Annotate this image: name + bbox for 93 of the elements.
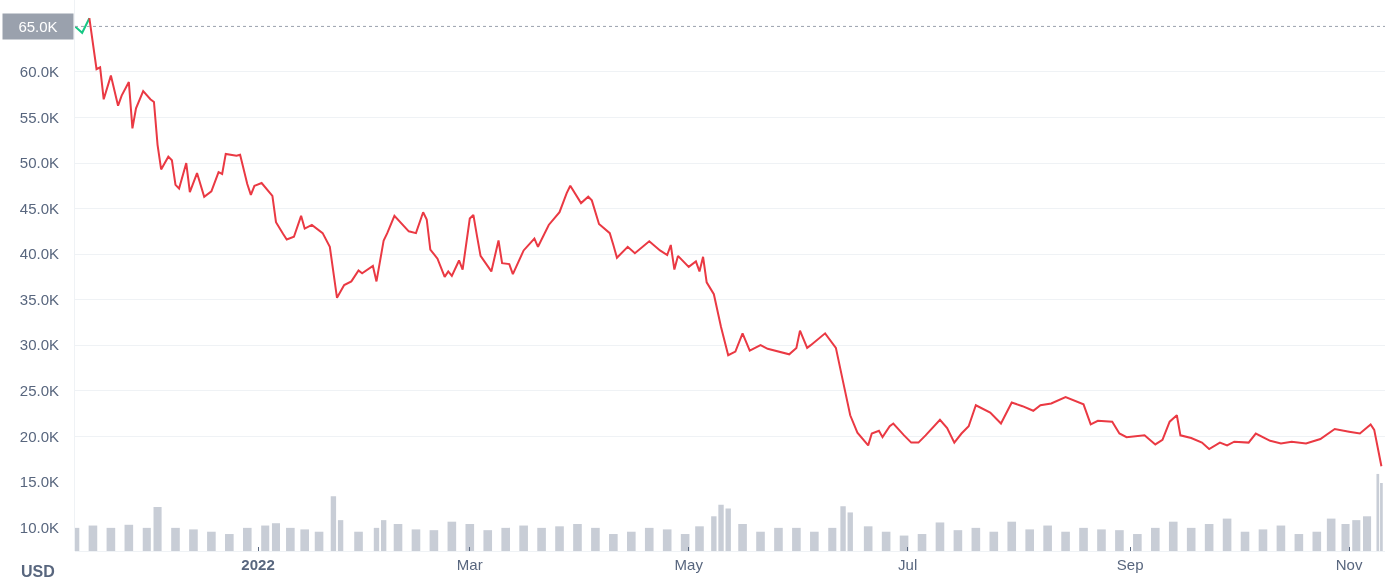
bar bbox=[756, 531, 765, 551]
bar bbox=[573, 524, 582, 551]
x-tick-label: Jul bbox=[898, 556, 918, 573]
bar bbox=[1079, 527, 1088, 551]
bar bbox=[300, 529, 310, 551]
y-tick-label: 50.0K bbox=[19, 154, 59, 172]
bar bbox=[465, 524, 475, 551]
bar bbox=[1352, 520, 1361, 551]
bar bbox=[1222, 518, 1232, 551]
bar bbox=[863, 526, 873, 551]
bar bbox=[1043, 525, 1052, 551]
bar bbox=[1133, 534, 1142, 551]
x-tick-label: Sep bbox=[1116, 556, 1144, 573]
y-tick-label: 30.0K bbox=[19, 336, 59, 354]
y-tick-label: 15.0K bbox=[19, 473, 59, 491]
bar bbox=[483, 530, 493, 551]
bar bbox=[971, 527, 981, 551]
bar bbox=[124, 524, 134, 551]
bar bbox=[1294, 534, 1304, 551]
bar bbox=[1186, 527, 1196, 551]
bar bbox=[810, 531, 819, 551]
bar bbox=[225, 534, 234, 551]
bar bbox=[695, 526, 704, 551]
bar bbox=[1097, 529, 1106, 551]
bar bbox=[411, 529, 421, 551]
bar bbox=[207, 531, 216, 551]
bar bbox=[286, 527, 295, 551]
bar bbox=[1276, 525, 1286, 551]
bar bbox=[380, 520, 387, 551]
bar bbox=[792, 527, 801, 551]
bar bbox=[644, 527, 654, 551]
bar bbox=[242, 527, 252, 551]
bar bbox=[393, 524, 403, 551]
bar bbox=[881, 531, 891, 551]
bar bbox=[1025, 529, 1034, 551]
bar bbox=[917, 534, 927, 551]
bar bbox=[142, 527, 151, 551]
bar bbox=[88, 525, 98, 551]
y-tick-label: 55.0K bbox=[19, 108, 59, 126]
bar bbox=[555, 526, 564, 551]
bar bbox=[609, 534, 618, 551]
bar bbox=[106, 527, 116, 551]
bar bbox=[1168, 521, 1178, 551]
y-tick-label: 20.0K bbox=[19, 427, 59, 445]
bar bbox=[373, 527, 380, 551]
x-tick-label: May bbox=[674, 556, 704, 573]
bar bbox=[501, 527, 510, 551]
bar bbox=[189, 529, 198, 551]
ref-line-label: 65.0K bbox=[18, 18, 58, 35]
bar bbox=[330, 496, 337, 551]
bar bbox=[1341, 524, 1350, 551]
y-tick-label: 45.0K bbox=[19, 199, 59, 217]
y-tick-label: 10.0K bbox=[19, 518, 59, 536]
bar bbox=[1204, 524, 1214, 551]
bar bbox=[1150, 527, 1160, 551]
bar bbox=[1240, 531, 1250, 551]
y-tick-label: 60.0K bbox=[19, 63, 59, 81]
bar bbox=[447, 521, 457, 551]
x-tick-label: 2022 bbox=[241, 556, 275, 573]
bar bbox=[314, 531, 324, 551]
bar bbox=[271, 523, 281, 551]
bar bbox=[153, 507, 162, 551]
bar bbox=[738, 524, 747, 551]
bar bbox=[774, 527, 783, 551]
bar bbox=[337, 520, 344, 551]
bar bbox=[1258, 529, 1268, 551]
y-tick-label: 25.0K bbox=[19, 381, 59, 399]
bar bbox=[591, 527, 600, 551]
bar bbox=[537, 527, 546, 551]
bar bbox=[626, 531, 636, 551]
bar bbox=[261, 525, 270, 551]
bar bbox=[680, 534, 690, 551]
y-tick-label: 35.0K bbox=[19, 290, 59, 308]
bar bbox=[519, 525, 528, 551]
x-tick-label: Mar bbox=[456, 556, 483, 573]
x-tick-label: Nov bbox=[1335, 556, 1363, 573]
bar bbox=[989, 531, 999, 551]
y-tick-label: 40.0K bbox=[19, 245, 59, 263]
bar bbox=[1061, 531, 1070, 551]
bar bbox=[171, 527, 180, 551]
bar bbox=[1363, 516, 1372, 551]
bar bbox=[1326, 518, 1336, 551]
y-axis-title: USD bbox=[21, 563, 55, 580]
bar bbox=[953, 530, 963, 551]
bar bbox=[429, 530, 439, 551]
bar bbox=[1115, 530, 1124, 551]
bar bbox=[935, 522, 945, 551]
bar bbox=[828, 527, 837, 551]
bar bbox=[1007, 521, 1017, 551]
bar bbox=[1312, 531, 1322, 551]
line-series bbox=[88, 17, 1383, 468]
bar bbox=[354, 531, 363, 551]
bar bbox=[662, 529, 672, 551]
